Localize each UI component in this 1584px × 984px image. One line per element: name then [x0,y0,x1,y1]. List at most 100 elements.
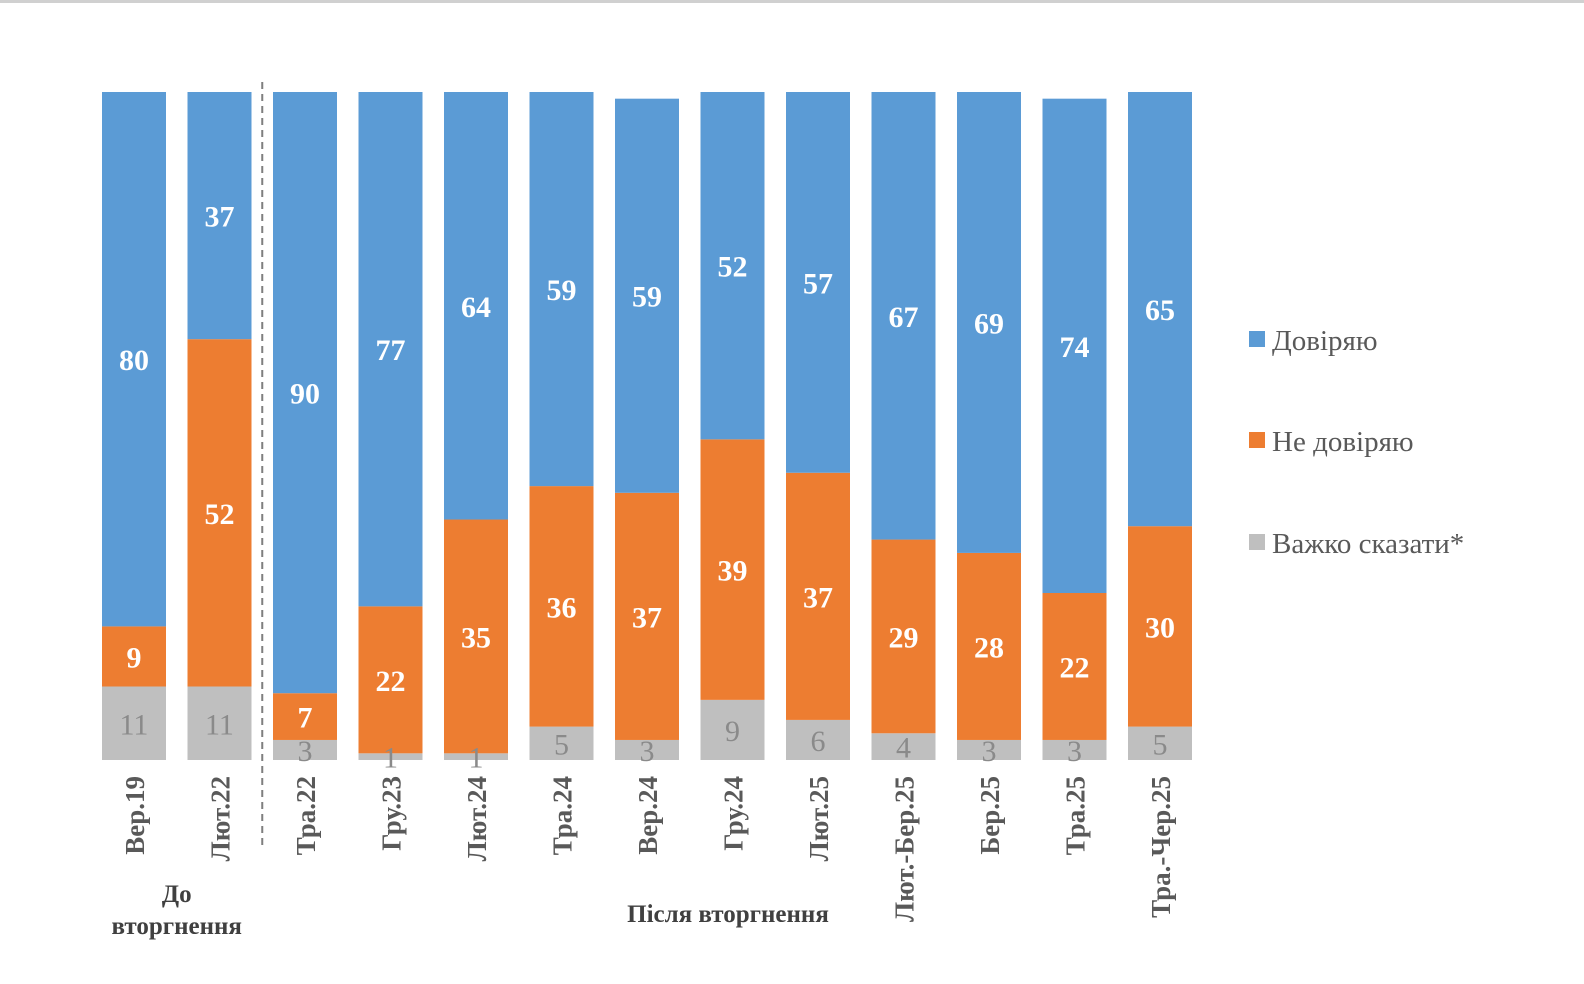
value-label-hard-to-say-0: 11 [120,708,149,741]
bars-layer [102,82,1192,850]
bar-hard-to-say-0 [102,686,166,760]
value-label-trust-2: 90 [290,378,320,411]
value-label-hard-to-say-6: 3 [640,735,655,768]
category-label-3: Гру.23 [377,776,407,851]
value-label-distrust-8: 37 [803,581,833,614]
legend: Довіряю Не довіряю Важко сказати* [1249,325,1464,560]
bar-hard-to-say-2 [273,739,337,760]
bar-hard-to-say-5 [529,726,594,760]
group-labels-layer: До вторгнення Після вторгнення [112,881,829,940]
bar-hard-to-say-8 [786,719,850,760]
bar-trust-9 [871,92,936,540]
value-label-trust-3: 77 [376,334,406,367]
value-label-trust-1: 37 [205,201,235,234]
value-label-hard-to-say-1: 11 [205,708,234,741]
bar-trust-3 [358,92,423,607]
category-label-8: Лют.25 [804,776,834,861]
group-label-0-line-0: До [162,881,192,908]
bar-distrust-10 [957,552,1021,740]
bar-distrust-9 [871,539,936,734]
value-label-hard-to-say-7: 9 [725,715,740,748]
bar-distrust-11 [1042,593,1107,740]
bar-trust-12 [1128,92,1192,527]
bar-trust-7 [700,92,765,440]
bar-distrust-1 [187,339,252,687]
legend-label-hard-to-say: Важко сказати* [1272,528,1464,560]
value-label-hard-to-say-9: 4 [896,732,911,765]
bar-trust-2 [273,92,337,694]
category-label-11: Тра.25 [1061,776,1091,855]
bar-trust-5 [529,92,594,487]
category-label-0: Вер.19 [120,776,150,855]
value-label-distrust-2: 7 [298,702,313,735]
bar-trust-0 [102,92,166,627]
value-label-trust-0: 80 [119,344,149,377]
category-label-12: Тра.-Чер.25 [1146,776,1176,918]
category-label-5: Тра.24 [548,776,578,855]
value-label-distrust-1: 52 [205,498,235,531]
value-label-hard-to-say-10: 3 [982,735,997,768]
bar-hard-to-say-1 [187,686,252,760]
value-label-hard-to-say-4: 1 [469,742,484,775]
value-label-distrust-9: 29 [889,621,919,654]
category-label-4: Лют.24 [462,776,492,861]
legend-label-trust: Довіряю [1272,325,1378,357]
legend-swatch-hard-to-say [1249,534,1265,550]
bar-hard-to-say-4 [444,753,508,760]
bar-distrust-2 [273,693,337,740]
bar-trust-8 [786,92,850,473]
value-label-distrust-5: 36 [547,591,577,624]
legend-swatch-trust [1249,331,1265,347]
category-label-7: Гру.24 [719,776,749,851]
value-label-trust-7: 52 [718,251,748,284]
legend-label-distrust: Не довіряю [1272,426,1414,458]
category-label-2: Тра.22 [291,776,321,855]
bar-distrust-12 [1128,526,1192,727]
bar-hard-to-say-12 [1128,726,1192,760]
category-label-10: Бер.25 [975,776,1005,855]
category-label-1: Лют.22 [206,776,236,861]
value-label-hard-to-say-8: 6 [811,725,826,758]
bar-trust-4 [444,92,508,520]
value-label-trust-12: 65 [1145,294,1175,327]
bar-trust-11 [1042,98,1107,594]
bar-distrust-6 [615,492,679,740]
category-label-6: Вер.24 [633,776,663,855]
value-label-distrust-3: 22 [376,665,406,698]
bar-distrust-4 [444,519,508,754]
bar-distrust-8 [786,472,850,720]
value-label-trust-4: 64 [461,291,491,324]
value-label-distrust-12: 30 [1145,611,1175,644]
bar-hard-to-say-10 [957,739,1021,760]
bar-distrust-0 [102,626,166,687]
value-label-distrust-4: 35 [461,621,491,654]
bar-hard-to-say-7 [700,699,765,760]
value-label-distrust-11: 22 [1060,651,1090,684]
bar-distrust-3 [358,606,423,754]
bar-hard-to-say-6 [615,739,679,760]
value-label-hard-to-say-11: 3 [1067,735,1082,768]
category-label-9: Лют.-Бер.25 [890,776,920,922]
value-label-distrust-6: 37 [632,601,662,634]
group-label-1-line-0: Після вторгнення [627,901,829,928]
category-labels-layer: Вер.19 Лют.22 Тра.22 Гру.23 Лют.24 Тра.24 Вер.… [120,776,1176,922]
bar-hard-to-say-9 [871,733,936,760]
group-label-0-line-1: вторгнення [112,913,242,940]
bar-hard-to-say-11 [1042,739,1107,760]
bar-distrust-5 [529,486,594,727]
value-label-distrust-0: 9 [127,641,142,674]
bar-trust-6 [615,98,679,493]
value-labels-layer: 1198011523737901227713564536593375993952… [119,201,1175,775]
value-label-hard-to-say-5: 5 [554,728,569,761]
bar-hard-to-say-3 [358,753,423,760]
value-label-distrust-10: 28 [974,631,1004,664]
value-label-hard-to-say-3: 1 [383,742,398,775]
value-label-trust-6: 59 [632,281,662,314]
value-label-distrust-7: 39 [718,555,748,588]
value-label-trust-11: 74 [1060,331,1090,364]
value-label-trust-5: 59 [547,274,577,307]
value-label-hard-to-say-12: 5 [1153,728,1168,761]
value-label-trust-9: 67 [889,301,919,334]
value-label-trust-10: 69 [974,307,1004,340]
